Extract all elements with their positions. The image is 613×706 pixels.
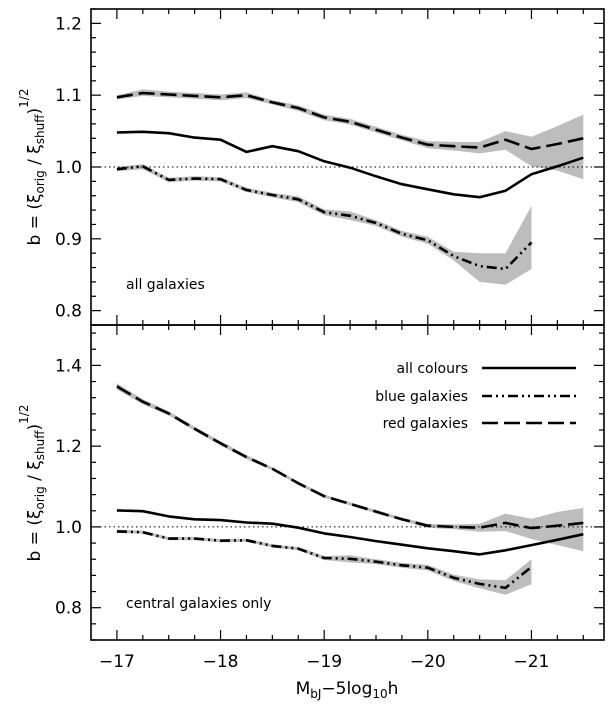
y-tick-label: 1.2 — [55, 437, 82, 457]
band-red-galaxies — [117, 383, 583, 551]
top-panel-annotation: all galaxies — [126, 277, 205, 293]
band-red-galaxies — [117, 89, 583, 179]
series-red-galaxies — [117, 386, 583, 528]
x-axis-label-text: MbJ−5log10h — [296, 679, 399, 701]
x-tick-label: −21 — [514, 652, 550, 672]
x-tick-label: −17 — [99, 652, 135, 672]
y-tick-label: 1.0 — [55, 158, 82, 178]
y-axis-label-text: b = (ξorig / ξshuff)1/2 — [17, 89, 47, 246]
y-tick-label: 1.1 — [55, 86, 82, 106]
y-tick-label: 0.8 — [55, 599, 82, 619]
y-tick-label: 0.8 — [55, 302, 82, 322]
bottom-panel-annotation: central galaxies only — [126, 596, 271, 612]
bottom-series-group — [117, 386, 583, 588]
band-blue-galaxies — [117, 164, 532, 285]
x-tick-label: −20 — [410, 652, 446, 672]
panel-central-galaxies: 0.8 1.0 1.2 1.4 −17 −18 −19 −20 −21 central gala… — [55, 325, 604, 672]
bottom-axes-frame — [91, 325, 604, 640]
legend-label: blue galaxies — [375, 389, 468, 405]
y-axis-label-text: b = (ξorig / ξshuff)1/2 — [17, 405, 47, 562]
bottom-confidence-bands — [117, 383, 583, 595]
x-tick-label: −18 — [203, 652, 239, 672]
y-tick-label: 0.9 — [55, 230, 82, 250]
x-tick-label: −19 — [306, 652, 342, 672]
y-tick-label: 1.4 — [55, 356, 82, 376]
y-tick-label: 1.0 — [55, 518, 82, 538]
top-y-axis-label: b = (ξorig / ξshuff)1/2 — [17, 89, 47, 246]
band-blue-galaxies — [117, 530, 532, 595]
panel-all-galaxies: 0.8 0.9 1.0 1.1 1.2 all galaxies — [55, 9, 604, 325]
x-axis-label: MbJ−5log10h — [296, 679, 399, 701]
legend-label: red galaxies — [383, 416, 468, 432]
legend-label: all colours — [397, 361, 468, 377]
y-tick-label: 1.2 — [55, 14, 82, 34]
legend: all colours blue galaxies red galaxies — [375, 361, 576, 432]
bottom-y-axis-label: b = (ξorig / ξshuff)1/2 — [17, 405, 47, 562]
